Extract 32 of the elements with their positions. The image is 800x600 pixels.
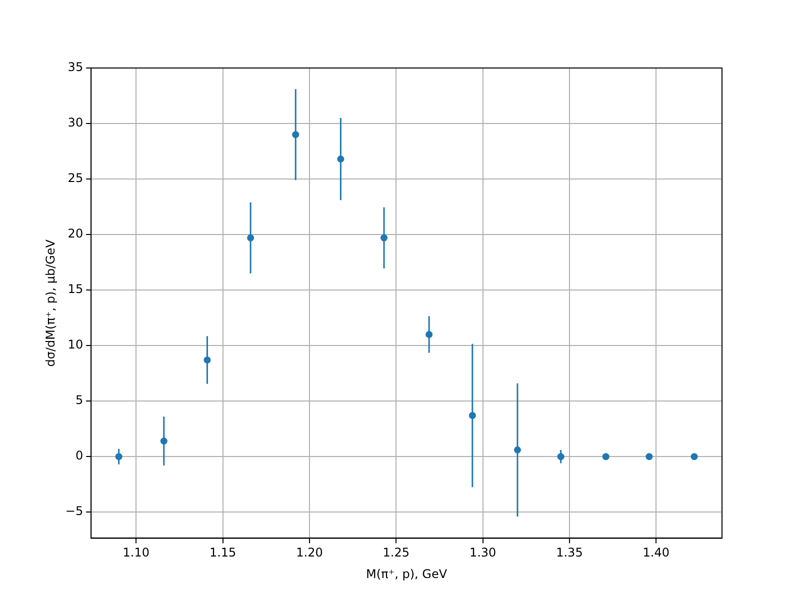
x-tick-label: 1.40 — [642, 546, 670, 560]
y-tick-label: −5 — [65, 504, 84, 518]
point — [292, 131, 300, 138]
point — [115, 453, 122, 460]
x-tick-label: 1.25 — [382, 546, 410, 560]
point — [426, 330, 433, 338]
y-tick-label: 10 — [68, 338, 84, 352]
y-tick-label: 35 — [68, 60, 84, 74]
point — [380, 234, 388, 242]
y-tick-label: 30 — [68, 116, 84, 130]
x-axis-title: M(π⁺, p), GeV — [366, 566, 448, 581]
point — [690, 453, 698, 460]
y-tick-label: 15 — [68, 282, 84, 296]
y-tick-label: 25 — [68, 171, 84, 186]
point — [160, 438, 168, 445]
point — [204, 356, 211, 364]
x-tick-label: 1.10 — [122, 546, 150, 560]
x-tick-label: 1.15 — [209, 546, 236, 560]
y-tick-label: 20 — [68, 226, 84, 241]
x-tick-label: 1.35 — [556, 546, 583, 560]
point — [337, 156, 344, 163]
y-tick-label: 0 — [75, 448, 84, 463]
x-tick-label: 1.30 — [469, 546, 496, 560]
y-tick-label: 5 — [75, 393, 84, 408]
point — [468, 412, 476, 420]
point — [557, 453, 564, 460]
point — [514, 446, 521, 454]
point — [646, 453, 653, 460]
point — [247, 234, 254, 242]
point — [602, 453, 610, 460]
x-tick-label: 1.20 — [296, 546, 323, 560]
y-axis-title: dσ/dM(π⁺, p), μb/GeV — [43, 238, 58, 367]
